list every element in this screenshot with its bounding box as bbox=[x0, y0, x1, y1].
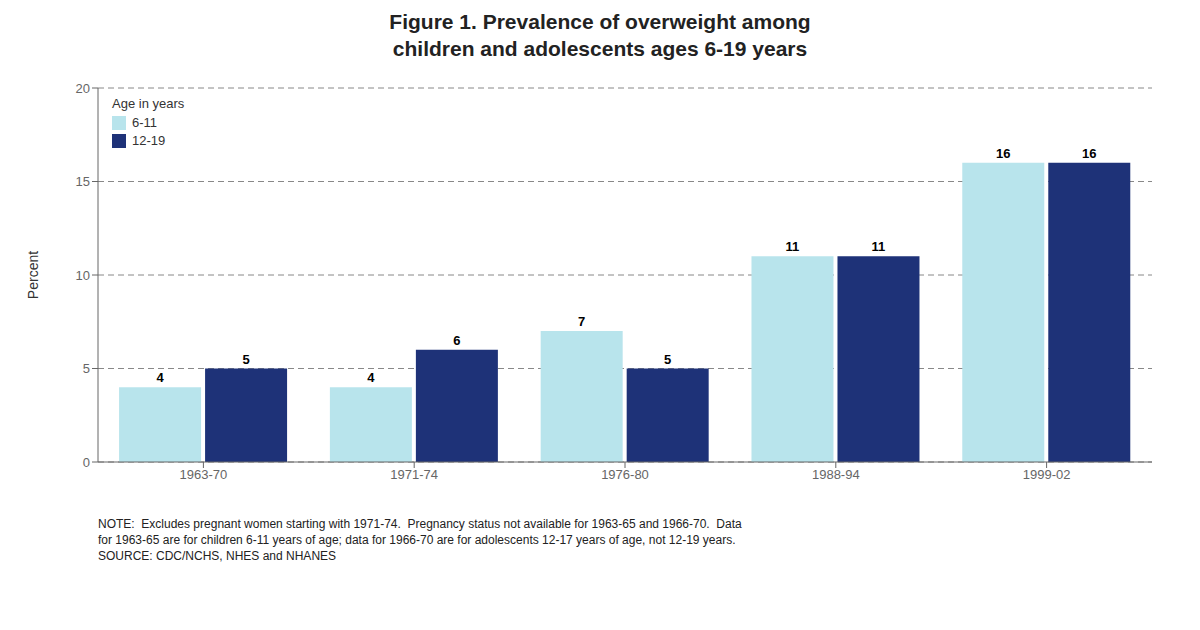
svg-text:4: 4 bbox=[156, 370, 164, 385]
svg-text:4: 4 bbox=[367, 370, 375, 385]
svg-text:16: 16 bbox=[996, 146, 1010, 161]
svg-text:0: 0 bbox=[83, 455, 90, 470]
html-text:for 1963-65 are for children 6: for 1963-65 are for children 6-11 years … bbox=[98, 533, 736, 547]
svg-text:10: 10 bbox=[76, 268, 90, 283]
html-text:6-11: 6-11 bbox=[132, 115, 158, 130]
svg-text:15: 15 bbox=[76, 174, 90, 189]
svg-text:11: 11 bbox=[786, 239, 800, 254]
svg-text:6: 6 bbox=[453, 333, 460, 348]
svg-text:16: 16 bbox=[1082, 146, 1096, 161]
html-text:NOTE: Excludes pregnant women: NOTE: Excludes pregnant women starting w… bbox=[98, 517, 742, 531]
svg-text:1988-94: 1988-94 bbox=[812, 467, 860, 482]
html-text:12-19: 12-19 bbox=[132, 133, 166, 148]
svg-text:1976-80: 1976-80 bbox=[601, 467, 649, 482]
svg-text:11: 11 bbox=[872, 239, 886, 254]
svg-text:Percent: Percent bbox=[25, 251, 41, 299]
svg-text:20: 20 bbox=[76, 81, 90, 96]
html-text:Figure 1. Prevalence of overwe: Figure 1. Prevalence of overweight among bbox=[389, 10, 811, 33]
svg-text:7: 7 bbox=[578, 314, 585, 329]
svg-text:1971-74: 1971-74 bbox=[390, 467, 438, 482]
svg-text:1963-70: 1963-70 bbox=[180, 467, 228, 482]
html-text:Age in years: Age in years bbox=[112, 96, 185, 111]
html-text:SOURCE: CDC/NCHS, NHES and NHA: SOURCE: CDC/NCHS, NHES and NHANES bbox=[98, 549, 337, 563]
svg-text:1999-02: 1999-02 bbox=[1023, 467, 1071, 482]
svg-text:5: 5 bbox=[664, 352, 671, 367]
svg-text:5: 5 bbox=[242, 352, 249, 367]
svg-text:5: 5 bbox=[83, 361, 90, 376]
html-text:children and adolescents ages: children and adolescents ages 6-19 years bbox=[392, 37, 808, 60]
